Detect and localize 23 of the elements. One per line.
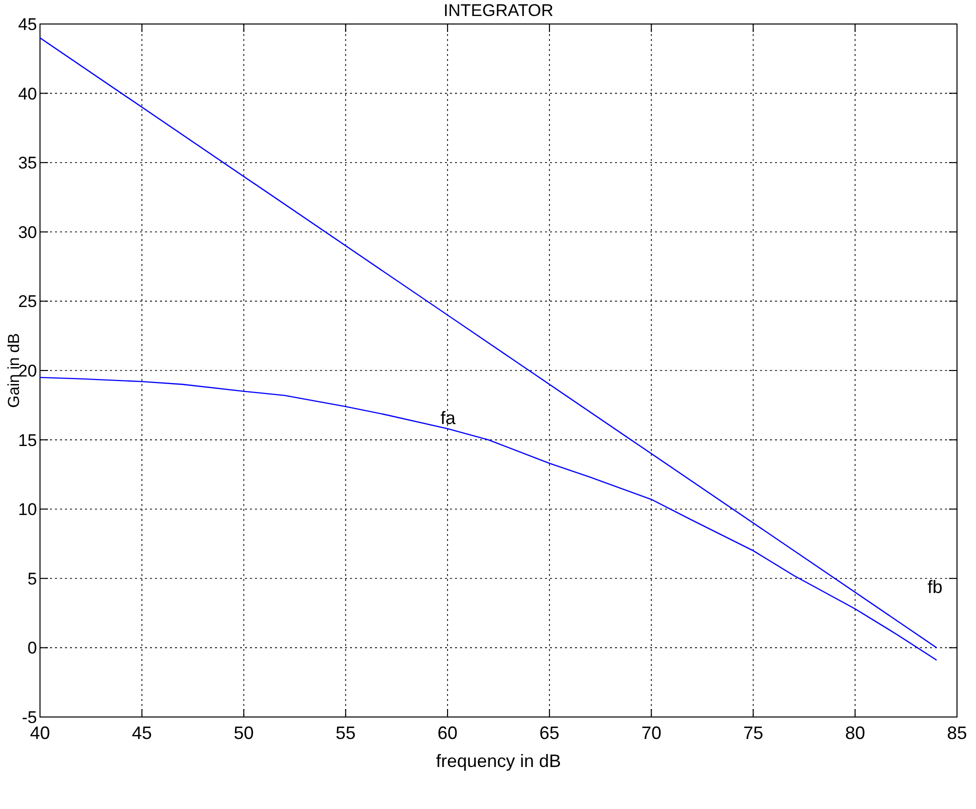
y-tick-label: 10 — [18, 500, 37, 520]
x-tick-label: 60 — [438, 723, 458, 743]
x-tick-label: 45 — [132, 723, 152, 743]
x-tick-label: 55 — [336, 723, 356, 743]
annotation: fa — [440, 408, 456, 428]
x-tick-label: 85 — [946, 723, 968, 743]
chart-title: INTEGRATOR — [444, 1, 554, 20]
y-tick-label: 40 — [18, 84, 37, 104]
y-tick-label: 15 — [18, 430, 37, 450]
x-tick-label: 65 — [539, 723, 560, 743]
x-tick-label: 75 — [743, 723, 764, 743]
y-tick-label: 30 — [18, 222, 37, 242]
x-tick-label: 80 — [845, 723, 866, 743]
y-tick-label: -5 — [22, 708, 37, 727]
x-axis-title: frequency in dB — [436, 751, 562, 771]
y-tick-label: 45 — [18, 15, 37, 34]
y-tick-label: 35 — [18, 154, 37, 173]
y-tick-label: 0 — [28, 638, 37, 658]
x-tick-label: 50 — [234, 723, 254, 743]
x-tick-label: 70 — [641, 723, 662, 743]
y-tick-label: 25 — [18, 292, 37, 312]
annotation: fb — [927, 577, 943, 597]
y-tick-label: 5 — [28, 569, 37, 588]
